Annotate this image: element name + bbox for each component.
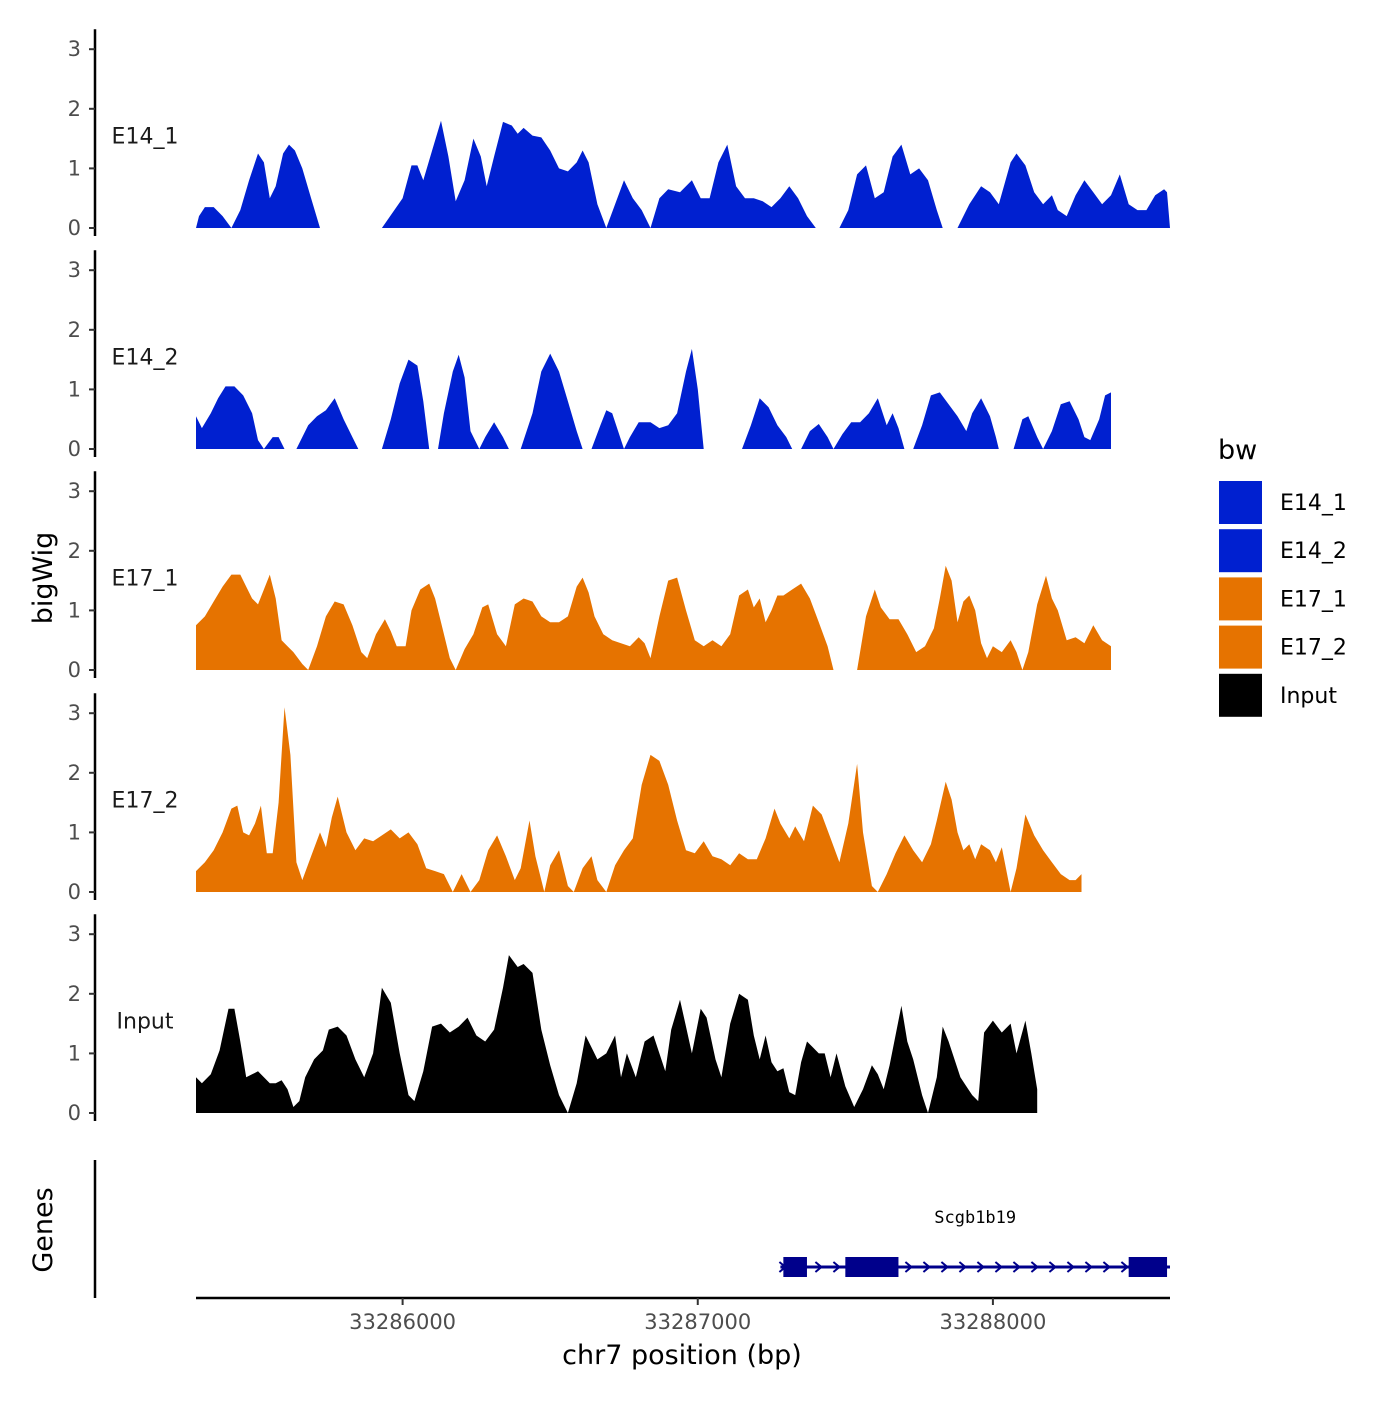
gene-exon [845, 1257, 899, 1277]
legend-item: E14_2 [1217, 527, 1347, 575]
legend-label: E14_1 [1280, 491, 1347, 516]
strand-arrow [1084, 1261, 1093, 1273]
strand-arrow [1102, 1261, 1111, 1273]
track-label: Input [117, 1010, 174, 1035]
track-label: E14_1 [112, 125, 179, 150]
signal-area [438, 354, 509, 449]
signal-area [742, 398, 793, 449]
strand-arrow [1030, 1261, 1039, 1273]
strand-arrow [994, 1261, 1003, 1273]
x-tick-label: 33287000 [644, 1310, 751, 1334]
track-e14-1: 0 1 2 3 E14_1 [68, 29, 1170, 240]
y-tick-label: 1 [68, 598, 81, 622]
y-tick-label: 2 [68, 539, 81, 563]
signal-area [196, 955, 1038, 1113]
strand-arrow [814, 1261, 823, 1273]
gene-scgb1b19: Scgb1b19 [778, 1208, 1170, 1277]
y-tick-label: 1 [68, 156, 81, 180]
signal-area [520, 353, 583, 449]
signal-area [839, 144, 943, 228]
strand-arrow [1012, 1261, 1021, 1273]
gene-exon [1128, 1257, 1168, 1277]
signal-area [591, 348, 704, 449]
y-tick-label: 0 [68, 216, 81, 240]
y-tick-label: 1 [68, 377, 81, 401]
strand-arrow [940, 1261, 949, 1273]
track-e17-2: 0 1 2 3 E17_2 [68, 693, 1082, 904]
legend-swatch [1217, 623, 1264, 671]
signal-area [957, 153, 1170, 228]
signal-area [296, 398, 359, 449]
signal-area [196, 707, 1082, 892]
signal-area [857, 565, 1111, 670]
genes-track-title: Genes [28, 1187, 59, 1272]
y-tick-label: 1 [68, 820, 81, 844]
y-tick-label: 3 [68, 479, 81, 503]
y-tick-label: 1 [68, 1041, 81, 1065]
legend-label: E17_1 [1280, 587, 1347, 612]
legend-label: Input [1280, 684, 1337, 709]
strand-arrow [1066, 1261, 1075, 1273]
signal-area [196, 574, 834, 670]
x-axis-group: 33286000 33287000 33288000 [196, 1296, 1170, 1334]
legend-swatch [1217, 575, 1264, 623]
tracks-group: 0 1 2 3 E14_1 0 1 2 3 E14_2 0 1 2 3 E17_1 0 1 2 3 E17_2 0 1 2 3… [68, 29, 1170, 1125]
track-e14-2: 0 1 2 3 E14_2 [68, 250, 1111, 461]
track-label: E17_1 [112, 567, 179, 592]
legend-label: E14_2 [1280, 539, 1347, 564]
legend-item: E17_2 [1217, 623, 1347, 671]
signal-area [801, 398, 905, 449]
legend-item: Input [1217, 671, 1337, 719]
y-tick-label: 0 [68, 437, 81, 461]
x-tick-label: 33286000 [349, 1310, 456, 1334]
y-tick-label: 3 [68, 258, 81, 282]
y-tick-label: 0 [68, 658, 81, 682]
signal-area [913, 392, 999, 449]
y-tick-label: 2 [68, 761, 81, 785]
legend-group: bw E14_1 E14_2 E17_1 E17_2 Input [1217, 435, 1347, 719]
strand-arrow [1120, 1261, 1129, 1273]
legend-item: E17_1 [1217, 575, 1347, 623]
y-tick-label: 2 [68, 318, 81, 342]
gene-name-label: Scgb1b19 [934, 1208, 1016, 1228]
signal-area [196, 386, 285, 449]
y-tick-label: 3 [68, 922, 81, 946]
strand-arrow [958, 1261, 967, 1273]
strand-arrow [1048, 1261, 1057, 1273]
strand-arrow [832, 1261, 841, 1273]
x-axis-title: chr7 position (bp) [562, 1340, 802, 1371]
strand-arrow [922, 1261, 931, 1273]
signal-area [1013, 392, 1111, 449]
gene-exon [783, 1257, 807, 1277]
y-tick-label: 3 [68, 37, 81, 61]
signal-area [381, 120, 816, 228]
y-axis-title: bigWig [28, 532, 59, 625]
y-tick-label: 0 [68, 1101, 81, 1125]
strand-arrow [904, 1261, 913, 1273]
legend-label: E17_2 [1280, 636, 1347, 661]
legend-swatch [1217, 479, 1264, 526]
strand-arrow [976, 1261, 985, 1273]
signal-area [381, 359, 430, 449]
track-input: 0 1 2 3 Input [68, 914, 1038, 1125]
legend-item: E14_1 [1217, 479, 1347, 526]
genes-group: Scgb1b19 [93, 1160, 1170, 1298]
track-label: E14_2 [112, 346, 179, 371]
y-tick-label: 3 [68, 701, 81, 725]
track-e17-1: 0 1 2 3 E17_1 [68, 471, 1111, 682]
y-tick-label: 2 [68, 97, 81, 121]
track-label: E17_2 [112, 789, 179, 814]
legend-title: bw [1218, 435, 1257, 466]
signal-area [196, 144, 320, 228]
y-tick-label: 0 [68, 880, 81, 904]
x-tick-label: 33288000 [939, 1310, 1046, 1334]
legend-swatch [1217, 671, 1264, 719]
y-tick-label: 2 [68, 982, 81, 1006]
legend-swatch [1217, 527, 1264, 575]
